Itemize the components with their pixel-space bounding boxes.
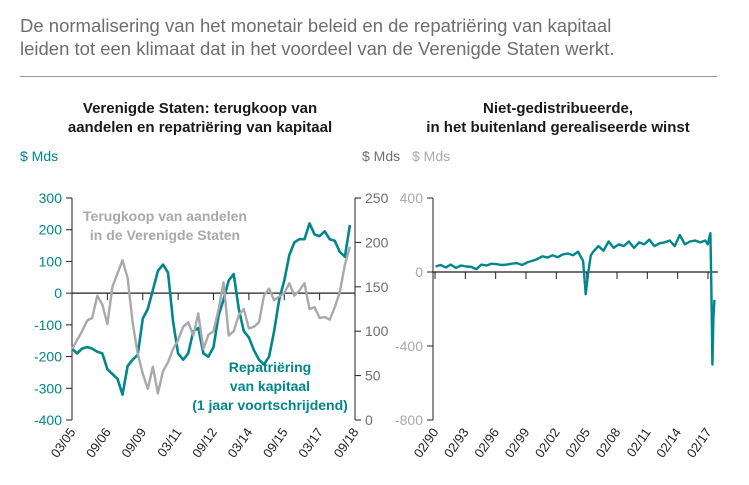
repatriation-label-line-2: van kapitaal — [230, 378, 310, 394]
right-chart-x-tick-label: 02/90 — [411, 425, 442, 460]
foreign-earnings-line — [435, 232, 716, 366]
right-y-tick-label: 0 — [365, 412, 373, 428]
right-chart-y-tick-label: 400 — [400, 190, 424, 206]
left-y-tick-label: 300 — [39, 190, 63, 206]
left-y-tick-label: 100 — [39, 253, 63, 269]
buyback-label-line-1: Terugkoop van aandelen — [83, 208, 247, 224]
right-chart-title-line-2: in het buitenland gerealiseerde winst — [426, 119, 689, 136]
buyback-line — [70, 246, 352, 395]
repatriation-line — [71, 222, 352, 396]
right-chart-x-tick-label: 02/96 — [471, 425, 502, 460]
x-tick-label: 09/09 — [118, 425, 149, 460]
left-chart-left-unit: $ Mds — [20, 148, 58, 164]
right-chart-y-tick-label: 0 — [415, 264, 423, 280]
right-chart-y-tick-label: -400 — [395, 338, 423, 354]
right-y-tick-label: 100 — [365, 323, 389, 339]
right-chart-x-tick-label: 02/11 — [623, 425, 653, 459]
left-y-tick-label: 200 — [39, 222, 63, 238]
headline: De normalisering van het monetair beleid… — [20, 14, 740, 60]
right-chart-x-tick-label: 02/08 — [593, 425, 624, 460]
repatriation-label-line-1: Repatriëring — [229, 359, 311, 375]
right-y-tick-label: 50 — [365, 368, 381, 384]
right-chart-x-tick-label: 02/14 — [653, 425, 684, 460]
left-y-tick-label: -200 — [34, 349, 62, 365]
right-chart-unit: $ Mds — [412, 148, 450, 164]
right-y-tick-label: 200 — [365, 234, 389, 250]
left-y-tick-label: -300 — [34, 380, 62, 396]
right-y-tick-label: 150 — [365, 279, 389, 295]
right-chart-x-tick-label: 02/93 — [441, 425, 472, 460]
left-chart-title-line-1: Verenigde Staten: terugkoop van — [83, 100, 317, 117]
right-y-tick-label: 250 — [365, 190, 389, 206]
x-tick-label: 09/18 — [331, 425, 362, 460]
right-chart-y-tick-label: -800 — [395, 412, 423, 428]
x-tick-label: 03/14 — [224, 425, 255, 460]
right-chart-x-tick-label: 02/17 — [684, 425, 715, 460]
headline-line-1: De normalisering van het monetair beleid… — [20, 15, 612, 36]
x-tick-label: 09/06 — [83, 425, 114, 460]
headline-line-2: leiden tot een klimaat dat in het voorde… — [20, 38, 615, 59]
x-tick-label: 03/05 — [48, 425, 79, 460]
left-chart-right-unit: $ Mds — [362, 148, 400, 164]
buyback-label-line-2: in de Verenigde Staten — [90, 227, 240, 243]
right-chart-x-tick-label: 02/02 — [532, 425, 563, 460]
x-tick-label: 09/15 — [260, 425, 291, 460]
left-y-tick-label: -400 — [34, 412, 62, 428]
right-chart-x-tick-label: 02/05 — [562, 425, 593, 460]
left-y-tick-label: -100 — [34, 317, 62, 333]
headline-divider — [20, 76, 717, 77]
left-chart-title-line-2: aandelen en repatriëring van kapitaal — [68, 119, 332, 136]
x-tick-label: 09/12 — [189, 425, 220, 460]
right-chart-x-tick-label: 02/99 — [502, 425, 533, 460]
right-chart-title-line-1: Niet-gedistribueerde, — [483, 100, 633, 117]
x-tick-label: 03/11 — [154, 425, 184, 459]
repatriation-label-line-3: (1 jaar voortschrijdend) — [192, 397, 348, 413]
left-y-tick-label: 0 — [54, 285, 62, 301]
x-tick-label: 03/17 — [295, 425, 326, 460]
